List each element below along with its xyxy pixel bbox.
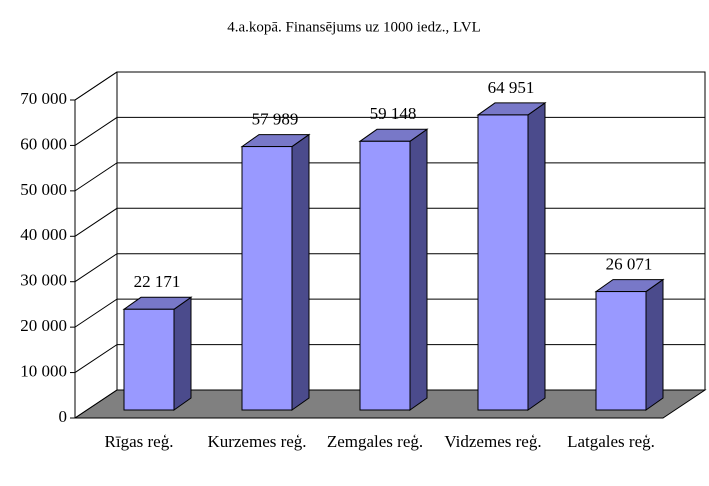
bar bbox=[477, 114, 529, 411]
x-tick-label: Zemgales reģ. bbox=[327, 432, 423, 451]
bar-side bbox=[527, 101, 546, 411]
bar bbox=[359, 140, 411, 411]
x-tick-label: Vidzemes reģ. bbox=[444, 432, 541, 451]
grid-line bbox=[74, 71, 705, 101]
y-tick-label: 20 000 bbox=[20, 316, 67, 335]
x-tick-label: Rīgas reģ. bbox=[105, 432, 174, 451]
data-label: 64 951 bbox=[488, 78, 535, 97]
bar-side bbox=[291, 133, 310, 411]
data-label: 26 071 bbox=[606, 254, 653, 273]
bar-side bbox=[173, 296, 192, 411]
chart-title: 4.a.kopā. Finansējums uz 1000 iedz., LVL bbox=[227, 19, 481, 35]
y-tick-label: 30 000 bbox=[20, 271, 67, 290]
data-label: 57 989 bbox=[252, 109, 299, 128]
x-tick-label: Latgales reģ. bbox=[567, 432, 655, 451]
y-tick-label: 10 000 bbox=[20, 361, 67, 380]
bar bbox=[241, 146, 293, 411]
bar-side bbox=[645, 278, 664, 411]
x-tick-label: Kurzemes reģ. bbox=[207, 432, 306, 451]
y-tick-label: 60 000 bbox=[20, 134, 67, 153]
data-label: 59 148 bbox=[370, 104, 417, 123]
y-tick-label: 0 bbox=[59, 407, 68, 426]
y-tick-label: 70 000 bbox=[20, 89, 67, 108]
y-tick-label: 40 000 bbox=[20, 225, 67, 244]
bar-side bbox=[409, 128, 428, 411]
bar bbox=[123, 308, 175, 411]
data-label: 22 171 bbox=[134, 272, 181, 291]
bar bbox=[595, 291, 647, 411]
y-tick-label: 50 000 bbox=[20, 180, 67, 199]
